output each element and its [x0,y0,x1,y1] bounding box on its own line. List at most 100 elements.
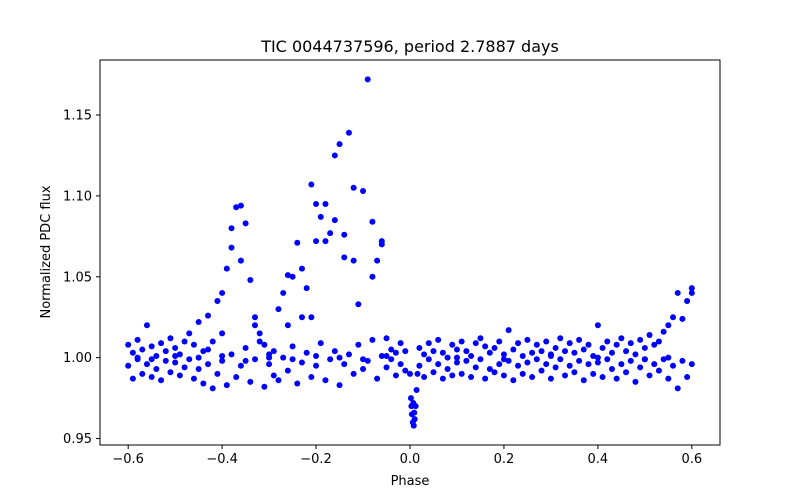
data-point [294,239,301,246]
x-tick-label: 0.0 [400,452,421,467]
data-point [562,372,568,379]
data-point [599,344,606,351]
data-point [186,330,193,337]
data-point [360,365,367,372]
data-point [364,76,371,83]
y-axis-label: Normalized PDC flux [39,185,54,318]
data-point [195,354,202,361]
data-point [566,362,573,369]
data-point [416,344,423,351]
data-point [392,349,399,356]
data-point [303,349,310,356]
data-point [378,353,385,360]
data-points [125,76,695,429]
data-point [557,335,564,342]
data-point [322,200,329,207]
data-point [585,361,592,368]
data-point [533,356,540,363]
data-point [397,340,404,347]
data-point [580,377,587,384]
data-point [162,357,169,364]
data-point [331,348,338,355]
y-tick-label: 1.05 [63,270,92,285]
data-point [414,370,421,377]
data-point [195,365,202,372]
data-point [280,354,287,361]
data-point [219,330,226,337]
data-point [181,338,188,345]
data-point [172,344,179,351]
data-point [205,361,212,368]
data-point [524,359,531,366]
data-point [228,225,235,232]
data-point [684,374,691,381]
data-point [355,341,362,348]
data-point [223,382,230,389]
data-point [660,356,667,363]
data-point [411,416,418,423]
data-point [571,369,578,376]
data-point [618,335,625,342]
data-point [444,365,451,372]
data-point [491,369,498,376]
data-point [167,335,174,342]
data-point [453,346,460,353]
data-point [486,349,493,356]
data-point [341,361,348,368]
data-point [322,238,329,245]
data-point [604,338,611,345]
data-point [350,370,357,377]
data-point [594,359,601,366]
data-point [148,343,155,350]
data-point [298,314,305,321]
data-point [543,338,550,345]
data-point [632,351,639,358]
data-point [637,364,644,371]
data-point [472,340,479,347]
data-point [453,354,460,361]
data-point [237,362,244,369]
data-point [571,349,578,356]
data-point [500,372,507,379]
data-point [519,353,526,360]
data-point [482,375,489,382]
data-point [331,152,338,159]
data-point [543,361,550,368]
data-point [416,362,423,369]
data-point [266,361,273,368]
data-point [576,357,583,364]
data-point [655,367,662,374]
data-point [148,374,155,381]
data-point [505,327,512,334]
data-point [313,200,320,207]
data-point [317,340,324,347]
data-point [627,340,634,347]
data-point [289,343,296,350]
data-point [172,359,179,366]
data-point [158,377,165,384]
data-point [529,374,536,381]
x-tick-label: −0.6 [112,452,144,467]
data-point [252,314,258,321]
data-point [256,338,263,345]
data-point [181,364,188,371]
data-point [284,322,291,329]
data-point [252,356,258,363]
data-point [496,338,503,345]
y-tick-label: 0.95 [63,432,92,447]
data-point [604,356,611,363]
data-point [594,322,601,329]
data-point [524,336,531,343]
data-point [270,372,277,379]
data-point [500,351,507,358]
data-point [449,341,456,348]
data-point [247,378,254,385]
data-point [205,346,212,353]
data-point [228,351,235,358]
data-point [284,272,291,279]
y-tick-label: 1.15 [63,109,92,124]
data-point [679,357,686,364]
data-point [646,332,653,338]
y-tick-label: 1.10 [63,189,92,204]
data-point [674,385,681,392]
